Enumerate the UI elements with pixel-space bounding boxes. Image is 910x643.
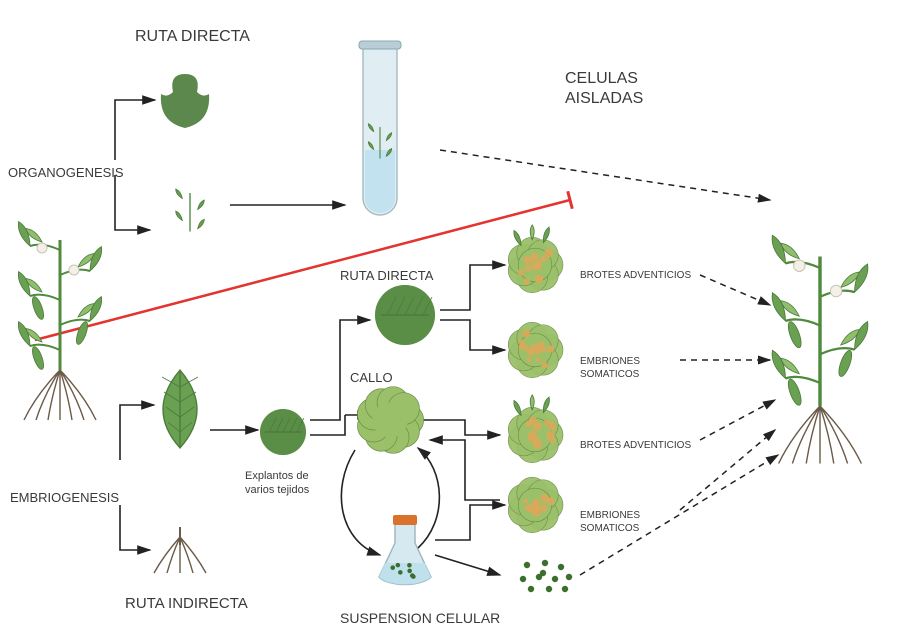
label-embriogenesis: EMBRIOGENESIS xyxy=(10,490,119,505)
label-embriones_som_2: EMBRIONES xyxy=(580,510,640,521)
label-embriones_som_1b: SOMATICOS xyxy=(580,369,639,380)
label-ruta_directa_top: RUTA DIRECTA xyxy=(135,28,250,46)
label-explantos_2: varios tejidos xyxy=(245,484,309,496)
label-embriones_som_1: EMBRIONES xyxy=(580,356,640,367)
label-suspension: SUSPENSION CELULAR xyxy=(340,610,500,626)
diagram-svg xyxy=(0,0,910,643)
diagram-stage: RUTA DIRECTA CELULAS AISLADAS ORGANOGENESIS… xyxy=(0,0,910,643)
label-explantos_1: Explantos de xyxy=(245,470,309,482)
label-callo: CALLO xyxy=(350,370,393,385)
label-ruta_directa_mid: RUTA DIRECTA xyxy=(340,268,433,283)
label-ruta_indirecta: RUTA INDIRECTA xyxy=(125,595,248,612)
label-brotes_adv_2: BROTES ADVENTICIOS xyxy=(580,440,691,451)
label-celulas_aisladas_2: AISLADAS xyxy=(565,90,643,108)
label-organogenesis: ORGANOGENESIS xyxy=(8,165,124,180)
label-embriones_som_2b: SOMATICOS xyxy=(580,523,639,534)
label-celulas_aisladas_1: CELULAS xyxy=(565,70,638,88)
label-brotes_adv_1: BROTES ADVENTICIOS xyxy=(580,270,691,281)
